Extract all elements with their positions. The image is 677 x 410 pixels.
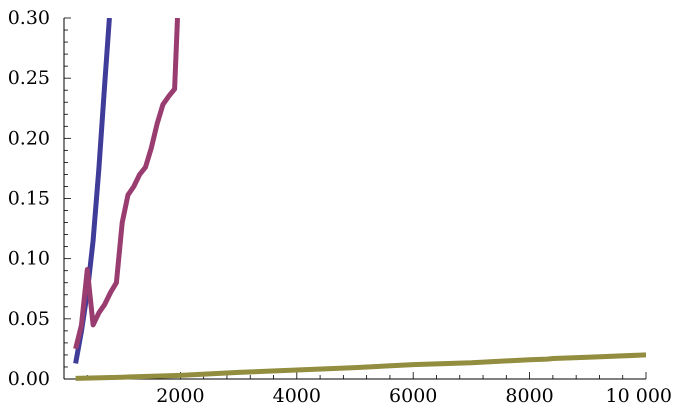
x-tick-label: 6000 <box>389 385 437 407</box>
tick-labels: 2000 4000 6000 8000 10 000 0.00 0.05 0.10 0.15 0.… <box>8 7 672 407</box>
series-line-3 <box>75 352 646 381</box>
axes <box>63 17 647 380</box>
x-tick-label: 2000 <box>156 385 204 407</box>
plot-series <box>73 18 646 381</box>
x-tick-label: 4000 <box>273 385 321 407</box>
y-tick-label: 0.20 <box>8 127 50 149</box>
y-tick-label: 0.15 <box>8 188 50 210</box>
y-tick-label: 0.25 <box>8 67 50 89</box>
y-tick-label: 0.00 <box>8 368 50 390</box>
y-tick-label: 0.05 <box>8 308 50 330</box>
x-tick-label: 8000 <box>505 385 553 407</box>
x-tick-label: 10 000 <box>606 385 672 407</box>
y-tick-label: 0.10 <box>8 248 50 270</box>
y-tick-label: 0.30 <box>8 7 50 29</box>
series-line-2 <box>73 18 180 350</box>
